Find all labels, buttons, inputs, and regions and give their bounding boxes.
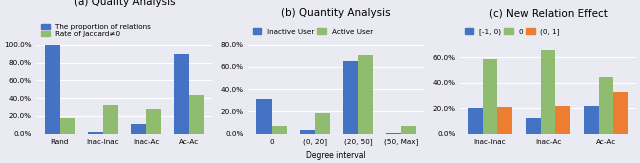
Bar xyxy=(613,92,628,134)
Bar xyxy=(88,132,103,134)
Bar xyxy=(541,50,556,134)
Bar xyxy=(599,76,613,134)
Bar xyxy=(45,45,60,134)
Title: (c) New Relation Effect: (c) New Relation Effect xyxy=(488,8,607,18)
Bar xyxy=(300,130,315,134)
Bar xyxy=(386,133,401,134)
Bar xyxy=(60,118,75,134)
Bar xyxy=(174,54,189,134)
Bar xyxy=(271,126,287,134)
Bar xyxy=(526,118,541,134)
Bar xyxy=(584,106,599,134)
Bar xyxy=(189,95,204,134)
Legend: The proportion of relations, Rate of Jaccard≠0: The proportion of relations, Rate of Jac… xyxy=(40,23,152,38)
Bar xyxy=(497,107,512,134)
Bar xyxy=(401,126,416,134)
Bar xyxy=(556,106,570,134)
Legend: [-1, 0), 0, (0, 1]: [-1, 0), 0, (0, 1] xyxy=(464,28,561,36)
Bar xyxy=(146,109,161,134)
Bar xyxy=(468,108,483,134)
Bar xyxy=(483,59,497,134)
Bar xyxy=(257,99,271,134)
Title: (b) Quantity Analysis: (b) Quantity Analysis xyxy=(282,8,391,18)
Bar xyxy=(131,124,146,134)
Bar xyxy=(315,112,330,134)
Bar xyxy=(342,61,358,134)
Legend: Inactive User, Active User: Inactive User, Active User xyxy=(252,28,374,35)
Bar xyxy=(358,55,373,134)
X-axis label: Degree interval: Degree interval xyxy=(307,151,366,160)
Title: (a) Quality Analysis: (a) Quality Analysis xyxy=(74,0,175,7)
Bar xyxy=(103,105,118,134)
